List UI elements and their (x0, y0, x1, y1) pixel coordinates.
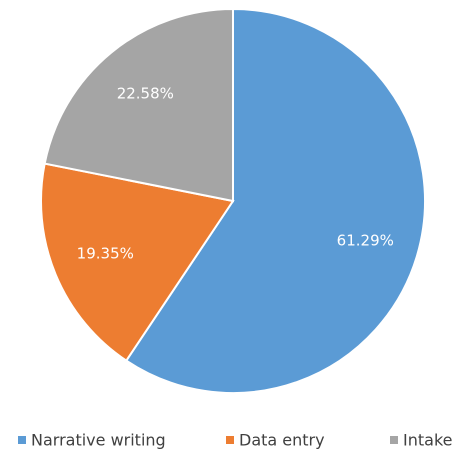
legend-swatch (390, 436, 398, 444)
legend-label: Narrative writing (31, 431, 166, 450)
legend-label: Data entry (239, 431, 325, 450)
pie-slice (124, 7, 426, 394)
legend-swatch (226, 436, 234, 444)
legend-label: Intake (403, 431, 452, 450)
data-label: 19.35% (77, 244, 134, 262)
legend-swatch (18, 436, 26, 444)
pie-slice (40, 162, 235, 363)
data-label: 61.29% (337, 232, 394, 250)
pie-slice (43, 7, 234, 203)
data-label: 22.58% (117, 85, 174, 103)
